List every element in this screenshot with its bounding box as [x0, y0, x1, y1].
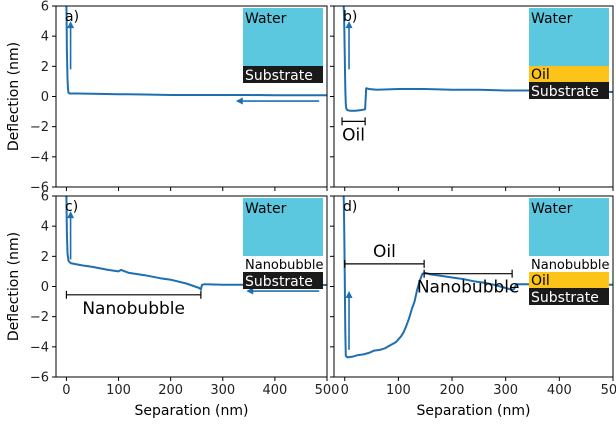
stack-layer-label: Water	[531, 11, 573, 27]
stack-layer-label: Water	[245, 201, 287, 217]
stack-layer-white	[243, 256, 323, 272]
y-axis-label: Deflection (nm)	[6, 232, 22, 341]
approach-arrow-head	[67, 21, 75, 29]
x-tick-label: 0	[341, 383, 349, 398]
x-tick-label: 0	[62, 383, 70, 398]
stack-layer-oil	[529, 272, 609, 288]
x-tick-label: 500	[601, 383, 616, 398]
x-tick-label: 300	[493, 383, 518, 398]
stack-layer-water	[243, 8, 323, 66]
approach-arrow-head	[345, 291, 353, 299]
x-axis-label: Separation (nm)	[416, 403, 530, 419]
bracket-label: Oil	[342, 125, 365, 145]
deflection-curve	[65, 196, 327, 291]
y-tick-label: 4	[41, 30, 49, 45]
stack-layer-label: Water	[531, 201, 573, 217]
stack-layer-label: Substrate	[245, 274, 313, 290]
stack-layer-white	[529, 256, 609, 272]
stack-layer-label: Substrate	[245, 68, 313, 84]
bracket-label: Nanobubble	[417, 278, 520, 298]
deflection-curve	[342, 196, 613, 359]
bracket-label: Oil	[373, 242, 396, 262]
y-axis-label: Deflection (nm)	[6, 42, 22, 151]
panel-label: d)	[343, 199, 357, 215]
x-tick-label: 500	[315, 383, 340, 398]
y-tick-label: 6	[41, 0, 49, 15]
x-tick-label: 400	[547, 383, 572, 398]
y-tick-label: −2	[30, 310, 49, 325]
panel-label: a)	[65, 9, 79, 25]
y-tick-label: −4	[30, 150, 49, 165]
x-tick-label: 100	[106, 383, 131, 398]
x-tick-label: 300	[210, 383, 235, 398]
panel-label: b)	[343, 9, 357, 25]
x-tick-label: 200	[158, 383, 183, 398]
y-tick-label: 6	[41, 190, 49, 205]
panel-label: c)	[65, 199, 78, 215]
stack-layer-label: Substrate	[531, 290, 599, 306]
y-tick-label: 2	[41, 250, 49, 265]
y-tick-label: −2	[30, 120, 49, 135]
panel-a: Water Substrate −6 −4 −2 0 2 4 6 a) Deflection …	[6, 0, 328, 196]
y-tick-label: 0	[41, 90, 49, 105]
stack-layer-substrate	[529, 82, 609, 99]
stack-layer-label: Nanobubble	[245, 258, 324, 273]
direction-arrow-head	[235, 97, 243, 105]
stack-layer-substrate	[243, 272, 323, 289]
deflection-curve	[65, 6, 327, 97]
x-axis-label: Separation (nm)	[134, 403, 248, 419]
stack-layer-water	[243, 198, 323, 256]
y-tick-label: −6	[30, 181, 49, 196]
stack-layer-water	[529, 198, 609, 256]
stack-layer-substrate	[529, 288, 609, 305]
stack-layer-substrate	[243, 66, 323, 83]
deflection-curve	[342, 6, 613, 112]
y-tick-label: 4	[41, 220, 49, 235]
stack-layer-label: Water	[245, 11, 287, 27]
x-tick-label: 200	[440, 383, 465, 398]
stack-layer-label: Oil	[531, 273, 550, 289]
x-tick-label: 400	[262, 383, 287, 398]
y-tick-label: 2	[41, 60, 49, 75]
y-tick-label: 0	[41, 280, 49, 295]
stack-layer-label: Oil	[531, 67, 550, 83]
y-tick-label: −4	[30, 340, 49, 355]
x-tick-label: 100	[386, 383, 411, 398]
stack-layer-label: Substrate	[531, 84, 599, 100]
approach-arrow-head	[67, 211, 75, 219]
y-tick-label: −6	[30, 371, 49, 386]
stack-layer-label: Nanobubble	[531, 258, 610, 273]
stack-layer-oil	[529, 66, 609, 82]
bracket-label: Nanobubble	[82, 299, 185, 319]
approach-arrow-head	[345, 21, 353, 29]
stack-layer-water	[529, 8, 609, 66]
direction-arrow-head	[246, 287, 254, 295]
